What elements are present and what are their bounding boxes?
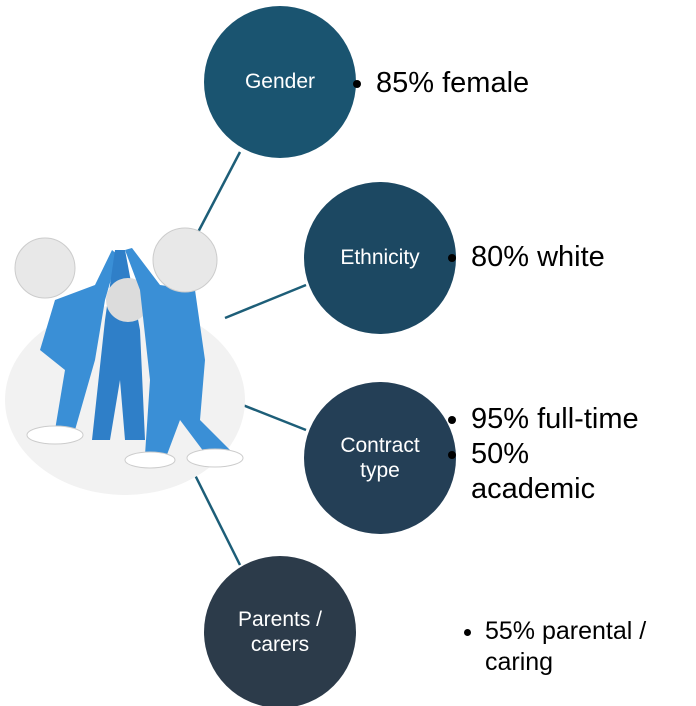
bullet-list: 80% white [445, 240, 605, 275]
bullet: 50% academic [471, 437, 591, 507]
bullet: 95% full-time [471, 402, 686, 437]
bullet: 55% parental / caring [485, 616, 696, 679]
figure-head [153, 228, 217, 292]
figure-head [15, 238, 75, 298]
bullet: 85% female [376, 66, 529, 101]
bullet-list: 55% parental / caring [440, 616, 696, 679]
figure-foot [27, 426, 83, 444]
team-figures [5, 228, 245, 495]
page: Gender Ethnicity Contract type Parents /… [0, 0, 696, 706]
node-label: Ethnicity [314, 228, 446, 288]
diagram [0, 0, 696, 706]
figure-foot [125, 452, 175, 468]
connector [225, 285, 306, 318]
node-label: Contract type [330, 422, 430, 494]
node-label: Parents / carers [225, 596, 335, 668]
node-label: Gender [214, 52, 346, 112]
figure-foot [187, 449, 243, 467]
bullet-list: 85% female [350, 66, 529, 101]
connector [195, 152, 240, 238]
bullet-list: 95% full-time 50% academic [445, 402, 686, 506]
bullet: 80% white [471, 240, 605, 275]
